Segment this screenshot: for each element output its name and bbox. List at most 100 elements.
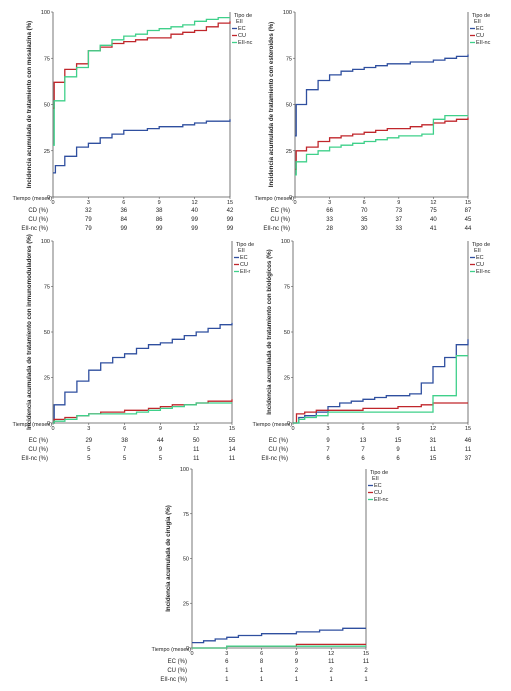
y-tick-label: 50 [286,103,292,109]
chart-panel-2: 0 25 50 75 100 0 3 6 9 12 15 Incidencia acumulada d… [254,10,490,232]
table-cell: 99 [227,217,234,223]
table-cell: 28 [326,226,333,232]
x-tick-label: 6 [123,426,126,432]
table-cell: 5 [87,456,91,462]
table-cell: 40 [191,208,198,214]
y-tick-label: 100 [281,239,290,245]
x-tick-label: 3 [87,200,90,206]
table-cell: 46 [465,438,472,444]
y-tick-label: 50 [183,557,189,563]
x-tick-label: 12 [430,426,436,432]
legend-label: EII-nc [238,40,253,46]
table-cell: 1 [330,677,334,683]
table-cell: 13 [360,438,367,444]
y-axis-label: Incidencia acumulada de tratamiento con … [26,21,33,188]
series-line-EC [295,54,469,137]
series-line-CU [293,402,468,424]
chart-panel-4: 0 25 50 75 100 0 3 6 9 12 15 Incidencia acumulada d… [252,239,490,462]
table-cell: 15 [430,456,437,462]
table-row-label: EII-nc (%) [21,226,48,232]
y-tick-label: 100 [41,10,50,16]
table-cell: 33 [326,217,333,223]
x-tick-label: 6 [363,200,366,206]
table-row-label: EII-nc (%) [160,677,187,683]
table-cell: 45 [465,217,472,223]
y-tick-label: 50 [44,330,50,336]
x-tick-label: 3 [326,426,329,432]
table-cell: 2 [330,668,334,674]
table-row-label: CU (%) [167,668,187,674]
legend-label: EII-r [240,269,251,275]
table-cell: 55 [229,438,236,444]
x-tick-label: 0 [291,426,294,432]
table-cell: 7 [326,447,330,453]
legend-title-line2: EII [238,248,245,254]
table-cell: 5 [159,456,163,462]
legend-label: EII-nc [374,497,389,503]
table-cell: 7 [361,447,365,453]
table-cell: 87 [465,208,472,214]
y-axis-label: Incidencia acumulada de tratamiento con … [268,22,275,187]
table-cell: 38 [156,208,163,214]
legend-title-line2: EII [474,19,481,25]
x-tick-label: 6 [260,651,263,657]
table-row-label: EII-nc (%) [21,456,48,462]
table-cell: 99 [120,226,127,232]
table-row-label: EII-nc (%) [263,226,290,232]
legend-label: CU [238,33,246,39]
table-cell: 86 [156,217,163,223]
table-cell: 33 [395,226,402,232]
x-axis-label: Tiempo (meses) [151,647,191,653]
table-cell: 6 [225,659,229,665]
table-cell: 40 [430,217,437,223]
table-cell: 1 [295,677,299,683]
table-row-label: EC (%) [29,438,48,444]
table-cell: 9 [295,659,299,665]
legend-title-line2: EII [236,19,243,25]
table-cell: 5 [87,447,91,453]
table-cell: 9 [159,447,163,453]
y-axis-label: Incidencia acumulada de tratamiento con … [266,249,273,414]
table-cell: 44 [465,226,472,232]
table-cell: 73 [395,208,402,214]
table-cell: 6 [326,456,330,462]
table-cell: 11 [430,447,437,453]
table-cell: 11 [229,456,236,462]
table-cell: 11 [328,659,335,665]
table-cell: 44 [157,438,164,444]
table-row-label: CU (%) [268,447,288,453]
y-tick-label: 50 [44,103,50,109]
y-tick-label: 75 [44,285,50,291]
legend-title: Tipo de [370,470,388,476]
legend-label: EII-nc [476,40,491,46]
table-cell: 99 [227,226,234,232]
y-tick-label: 25 [44,376,50,382]
table-cell: 1 [225,677,229,683]
table-cell: 70 [361,208,368,214]
table-cell: 1 [260,668,264,674]
table-cell: 38 [121,438,128,444]
table-row-label: CU (%) [28,217,48,223]
table-cell: 1 [364,677,368,683]
table-row-label: CU (%) [28,447,48,453]
table-cell: 2 [295,668,299,674]
table-cell: 9 [396,447,400,453]
x-tick-label: 0 [51,426,54,432]
legend-label: CU [476,33,484,39]
table-row-label: EII-nc (%) [261,456,288,462]
table-cell: 50 [193,438,200,444]
table-row-label: CU (%) [270,217,290,223]
x-axis-label: Tiempo (meses) [12,196,52,202]
table-cell: 2 [364,668,368,674]
legend-title-line2: EII [372,476,379,482]
table-cell: 11 [193,456,200,462]
x-tick-label: 6 [361,426,364,432]
table-cell: 42 [227,208,234,214]
table-cell: 7 [123,447,127,453]
table-cell: 15 [395,438,402,444]
x-tick-label: 9 [397,200,400,206]
table-cell: 99 [156,226,163,232]
x-axis-label: Tiempo (meses) [252,422,292,428]
